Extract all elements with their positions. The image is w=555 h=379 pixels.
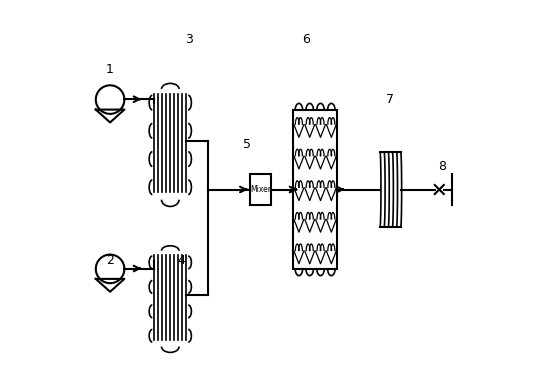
Text: 7: 7	[386, 93, 395, 106]
Text: 6: 6	[302, 33, 310, 45]
Text: 3: 3	[185, 33, 193, 45]
Text: 8: 8	[438, 160, 446, 174]
Text: Mixer: Mixer	[250, 185, 271, 194]
Bar	[250, 174, 271, 205]
Text: 1: 1	[106, 63, 114, 75]
Text: 2: 2	[106, 254, 114, 268]
Bar	[294, 111, 337, 268]
Text: 5: 5	[244, 138, 251, 151]
Text: 4: 4	[178, 254, 185, 268]
